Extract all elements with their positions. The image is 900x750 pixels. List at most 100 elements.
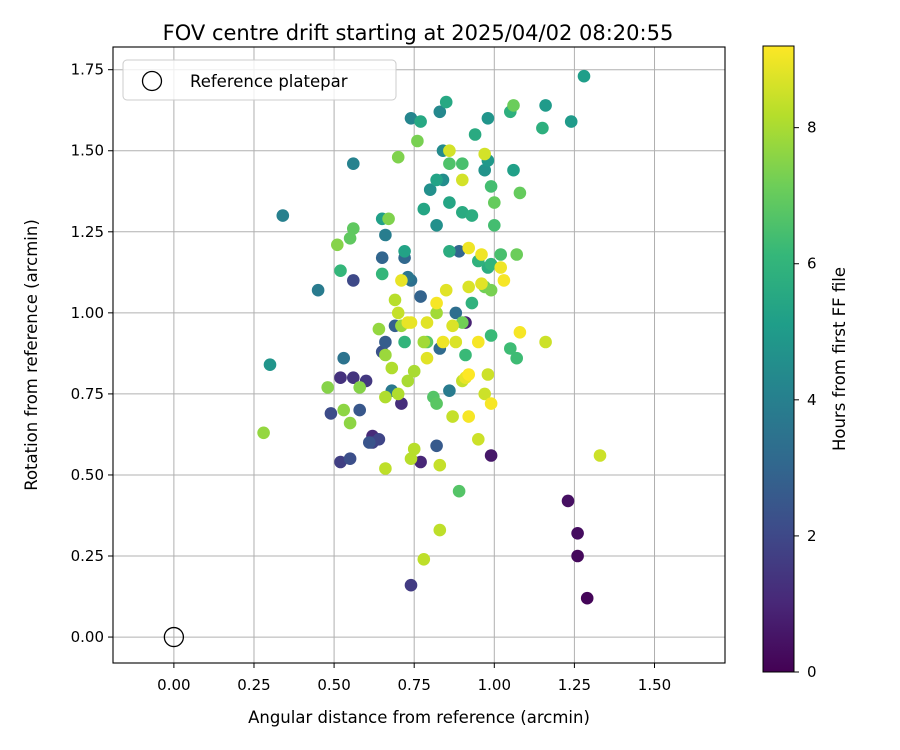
x-tick-label: 1.25 bbox=[558, 676, 591, 694]
scatter-point bbox=[465, 296, 479, 310]
scatter-point bbox=[452, 484, 466, 498]
legend-marker-reference bbox=[141, 70, 163, 92]
scatter-point bbox=[375, 267, 389, 281]
scatter-point bbox=[257, 426, 270, 440]
scatter-point bbox=[417, 553, 431, 566]
scatter-point bbox=[379, 335, 392, 349]
scatter-point bbox=[510, 351, 523, 365]
scatter-point bbox=[391, 306, 405, 320]
reference-marker-layer bbox=[163, 626, 185, 648]
scatter-point bbox=[472, 433, 485, 446]
scatter-point bbox=[462, 368, 476, 381]
y-tick-label: 0.00 bbox=[71, 628, 104, 646]
y-tick-label: 1.50 bbox=[71, 142, 104, 160]
scatter-point bbox=[420, 316, 434, 329]
scatter-point bbox=[488, 219, 501, 232]
scatter-point bbox=[337, 351, 351, 365]
scatter-point bbox=[385, 361, 399, 375]
colorbar-tick-label: 0 bbox=[807, 663, 817, 681]
scatter-point bbox=[484, 449, 498, 462]
scatter-point bbox=[484, 283, 498, 297]
scatter-point bbox=[420, 351, 434, 365]
scatter-point bbox=[430, 439, 443, 453]
scatter-point bbox=[347, 157, 360, 170]
scatter-point bbox=[379, 390, 392, 404]
scatter-point bbox=[478, 163, 492, 177]
y-tick-label: 1.25 bbox=[71, 223, 104, 241]
scatter-point bbox=[539, 99, 552, 112]
scatter-point bbox=[430, 306, 443, 320]
legend-label-reference: Reference platepar bbox=[190, 72, 348, 91]
scatter-point bbox=[472, 335, 485, 349]
scatter-point bbox=[388, 293, 402, 307]
scatter-point bbox=[446, 319, 459, 333]
scatter-point bbox=[430, 296, 443, 310]
scatter-point bbox=[391, 387, 405, 401]
scatter-points bbox=[257, 69, 607, 605]
scatter-point bbox=[423, 183, 437, 196]
colorbar-label: Hours from first FF file bbox=[830, 267, 849, 451]
scatter-point bbox=[343, 232, 357, 245]
scatter-point bbox=[478, 147, 492, 161]
scatter-point bbox=[375, 251, 389, 264]
scatter-point bbox=[334, 455, 347, 469]
scatter-point bbox=[417, 202, 431, 216]
grid bbox=[113, 47, 725, 663]
scatter-point bbox=[507, 99, 520, 112]
scatter-point bbox=[382, 212, 395, 226]
scatter-point bbox=[571, 527, 584, 540]
scatter-point bbox=[311, 283, 325, 297]
scatter-point bbox=[443, 157, 456, 170]
y-tick-label: 0.25 bbox=[71, 547, 104, 565]
scatter-point bbox=[462, 280, 476, 294]
scatter-point bbox=[497, 274, 511, 287]
colorbar-tick-label: 8 bbox=[807, 119, 817, 137]
x-tick-label: 0.75 bbox=[397, 676, 430, 694]
scatter-point bbox=[462, 241, 476, 255]
colorbar-tick-label: 2 bbox=[807, 527, 817, 545]
scatter-point bbox=[439, 283, 453, 297]
y-axis-ticks: 0.00 0.25 0.50 0.75 1.00 1.25 1.50 1.75 bbox=[71, 61, 113, 646]
scatter-point bbox=[561, 494, 575, 508]
scatter-point bbox=[398, 245, 411, 258]
scatter-point bbox=[343, 452, 357, 466]
scatter-point bbox=[539, 335, 552, 349]
scatter-point bbox=[414, 115, 427, 128]
scatter-point bbox=[456, 206, 469, 219]
scatter-point bbox=[481, 112, 495, 125]
scatter-point bbox=[449, 335, 463, 349]
scatter-point bbox=[494, 261, 508, 274]
x-axis-label: Angular distance from reference (arcmin) bbox=[248, 708, 590, 727]
scatter-point bbox=[337, 403, 351, 417]
scatter-point bbox=[439, 95, 453, 109]
scatter-point bbox=[391, 150, 405, 164]
scatter-point bbox=[407, 442, 421, 456]
scatter-point bbox=[456, 173, 469, 187]
y-tick-label: 0.75 bbox=[71, 385, 104, 403]
scatter-point bbox=[347, 274, 360, 287]
scatter-point bbox=[433, 458, 447, 472]
legend: Reference platepar bbox=[122, 59, 397, 101]
scatter-point bbox=[379, 462, 392, 475]
scatter-point bbox=[484, 397, 498, 410]
scatter-point bbox=[436, 335, 450, 349]
scatter-point bbox=[433, 523, 447, 537]
scatter-point bbox=[510, 248, 523, 261]
legend-box bbox=[122, 59, 397, 101]
scatter-point bbox=[331, 238, 344, 252]
scatter-point bbox=[321, 381, 335, 394]
scatter-point bbox=[353, 381, 367, 394]
scatter-point bbox=[347, 371, 360, 385]
scatter-point bbox=[536, 121, 549, 135]
scatter-point bbox=[478, 387, 492, 401]
scatter-point bbox=[443, 384, 456, 398]
scatter-point bbox=[372, 433, 386, 446]
y-tick-label: 1.00 bbox=[71, 304, 104, 322]
scatter-point bbox=[488, 196, 501, 209]
scatter-point bbox=[504, 342, 517, 355]
y-tick-label: 0.50 bbox=[71, 466, 104, 484]
scatter-point bbox=[404, 452, 418, 466]
scatter-point bbox=[564, 115, 578, 128]
scatter-point bbox=[343, 416, 357, 430]
